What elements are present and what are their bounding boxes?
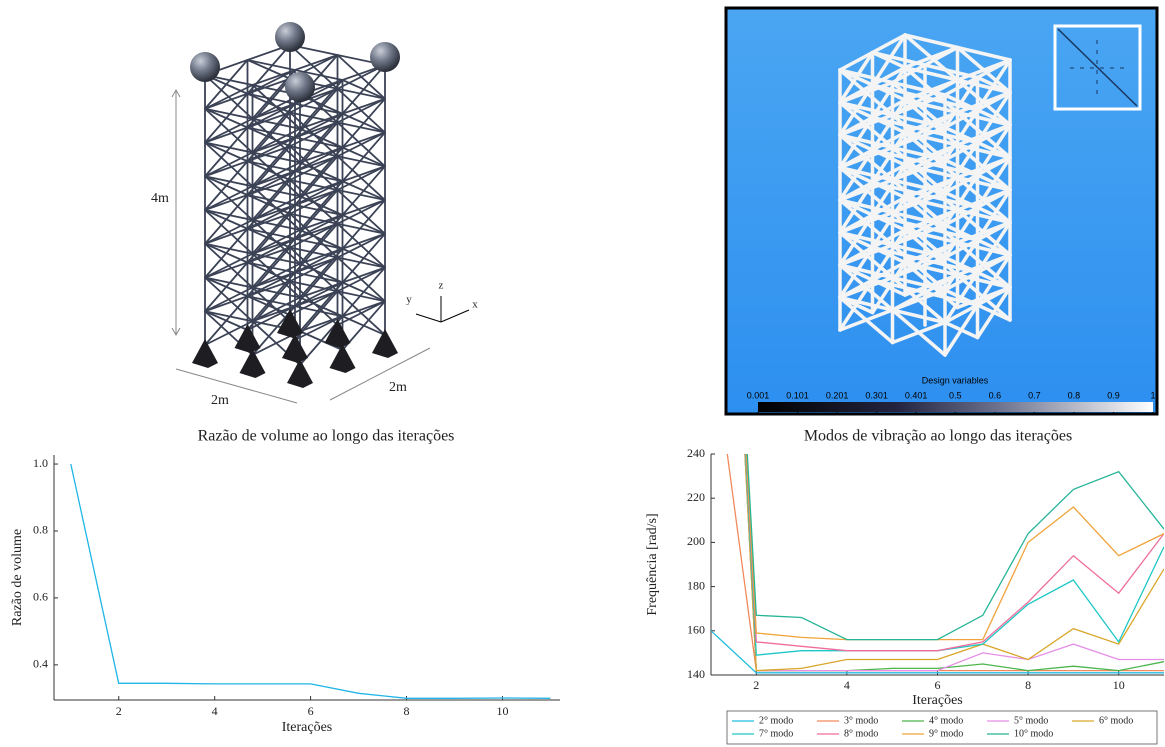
legend-label: 5° modo: [1014, 715, 1048, 726]
legend-label: 7° modo: [759, 728, 793, 739]
legend-label: 4° modo: [929, 715, 963, 726]
width-label: 2m: [211, 393, 229, 408]
x-axis-label: Iterações: [912, 693, 963, 708]
colorbar-title: Design variables: [922, 375, 989, 385]
colorbar-tick-label: 0.301: [865, 390, 888, 400]
width-label: 2m: [389, 380, 407, 395]
colorbar-tick-label: 0.201: [826, 390, 849, 400]
x-tick-label: 2: [116, 704, 122, 718]
x-tick-label: 4: [212, 704, 218, 718]
colorbar-tick-label: 0.101: [786, 390, 809, 400]
legend-label: 10° modo: [1014, 728, 1053, 739]
colorbar-tick-label: 0.8: [1068, 390, 1081, 400]
x-tick-label: 4: [844, 678, 850, 692]
legend-label: 9° modo: [929, 728, 963, 739]
legend-label: 6° modo: [1099, 715, 1133, 726]
y-tick-label: 180: [687, 578, 705, 592]
height-label: 4m: [151, 191, 169, 206]
figure: 4m 2m 2m z y x Design variables 0.001 0.1…: [0, 0, 1165, 747]
x-tick-label: 8: [1025, 678, 1031, 692]
y-axis-label: Razão de volume: [10, 529, 25, 626]
colorbar-tick-label: 1: [1150, 390, 1155, 400]
structure-render: [190, 22, 400, 388]
data-line: [71, 464, 551, 698]
x-tick-label: 10: [496, 704, 508, 718]
x-tick-label: 6: [935, 678, 941, 692]
legend-label: 2° modo: [759, 715, 793, 726]
colorbar-tick-label: 0.6: [989, 390, 1002, 400]
axis-letter: y: [406, 294, 412, 306]
x-tick-label: 6: [308, 704, 314, 718]
y-tick-label: 200: [687, 534, 705, 548]
colorbar-tick-label: 0.7: [1028, 390, 1041, 400]
chart: Razão de volume ao longo das iterações 2 4…: [10, 428, 560, 736]
y-tick-label: 0.8: [33, 523, 48, 537]
axis-letter: x: [472, 299, 478, 311]
y-tick-label: 1.0: [33, 456, 48, 470]
legend-label: 3° modo: [844, 715, 878, 726]
chart-title: Razão de volume ao longo das iterações: [198, 428, 455, 445]
y-tick-label: 160: [687, 623, 705, 637]
colorbar-tick-label: 0.5: [949, 390, 962, 400]
y-tick-label: 140: [687, 667, 705, 681]
legend-label: 8° modo: [844, 728, 878, 739]
colorbar-tick-label: 0.401: [905, 390, 928, 400]
x-axis-label: Iterações: [282, 720, 333, 735]
colorbar: [758, 402, 1153, 412]
chart-title: Modos de vibração ao longo das iterações: [804, 428, 1072, 445]
x-tick-label: 8: [404, 704, 410, 718]
y-tick-label: 240: [687, 446, 705, 460]
colorbar-tick-label: 0.9: [1107, 390, 1120, 400]
colorbar-tick-label: 0.001: [747, 390, 770, 400]
y-tick-label: 0.6: [33, 590, 48, 604]
x-tick-label: 10: [1113, 678, 1125, 692]
y-tick-label: 220: [687, 490, 705, 504]
legend: 2° modo 3° modo 4° modo 5° modo 6° modo 7° mo…: [727, 711, 1157, 744]
y-axis-label: Frequência [rad/s]: [645, 513, 660, 615]
axis-letter: z: [439, 280, 444, 292]
x-tick-label: 2: [753, 678, 759, 692]
y-tick-label: 0.4: [33, 657, 48, 671]
